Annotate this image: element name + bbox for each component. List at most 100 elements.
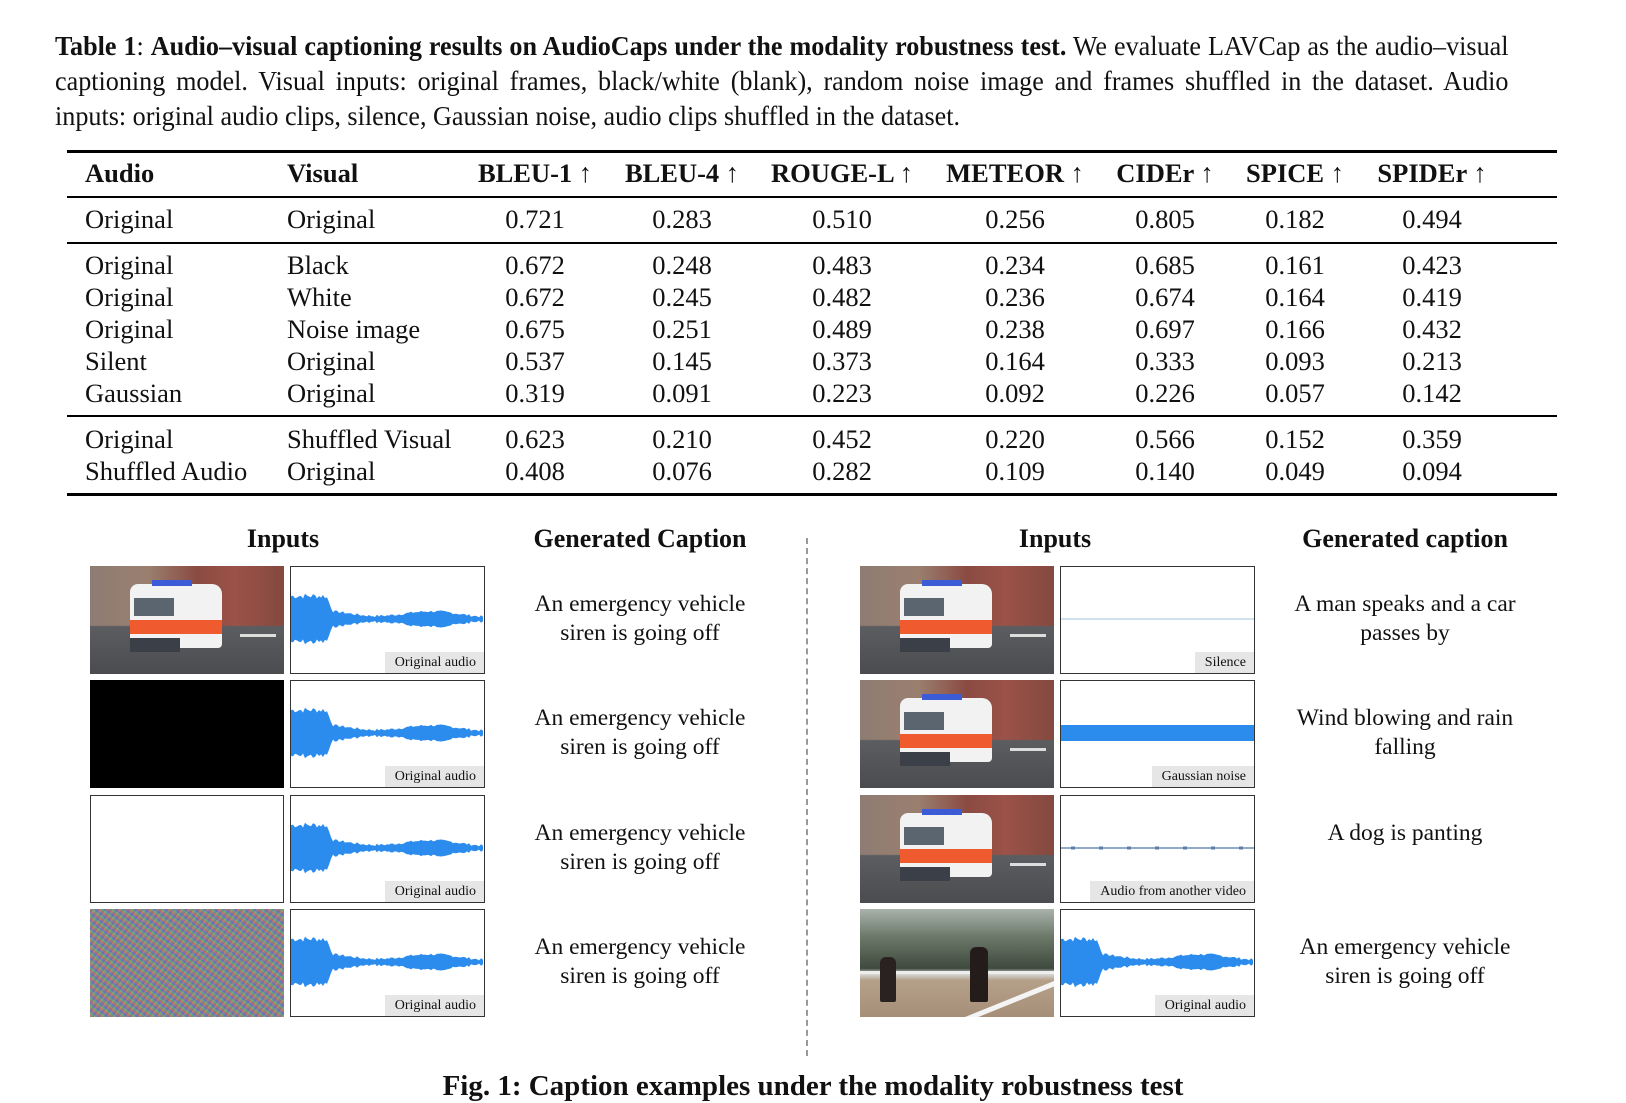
horse-rider <box>970 947 988 1002</box>
generated-caption: A man speaks and a car passes by <box>1294 591 1516 646</box>
ambulance-windshield <box>904 598 944 616</box>
table-bottom-rule <box>67 493 1557 496</box>
cell-bleu4: 0.210 <box>652 424 712 454</box>
ambulance-body <box>900 584 992 648</box>
cell-rougel: 0.282 <box>812 456 872 486</box>
cell-cider: 0.674 <box>1135 282 1195 312</box>
cell-bleu4: 0.076 <box>652 456 712 486</box>
ambulance-frame <box>860 566 1054 674</box>
road-marking <box>1010 634 1046 637</box>
cell-meteor: 0.256 <box>985 204 1045 234</box>
caption-title: Audio–visual captioning results on Audio… <box>150 30 1067 61</box>
ambulance-stripe <box>900 620 992 634</box>
cell-bleu4: 0.248 <box>652 250 712 280</box>
ambulance-frame <box>860 680 1054 788</box>
ambulance-lightbar <box>922 694 962 700</box>
ambulance-lightbar <box>152 580 192 586</box>
ambulance-body <box>900 813 992 877</box>
noise-frame <box>90 909 284 1017</box>
cell-cider: 0.685 <box>1135 250 1195 280</box>
cell-visual: Original <box>287 346 376 376</box>
header-visual: Visual <box>287 158 359 188</box>
cell-meteor: 0.092 <box>985 378 1045 408</box>
cell-spice: 0.164 <box>1265 282 1325 312</box>
audio-waveform-panel: Audio from another video <box>1060 795 1255 903</box>
cell-bleu1: 0.721 <box>505 204 565 234</box>
cell-spider: 0.142 <box>1402 378 1462 408</box>
generated-caption: An emergency vehicle siren is going off <box>1299 934 1511 989</box>
cell-spider: 0.432 <box>1402 314 1462 344</box>
cell-audio: Silent <box>85 346 147 376</box>
ambulance-bumper <box>130 638 180 652</box>
audio-label: Original audio <box>384 652 484 673</box>
cell-rougel: 0.489 <box>812 314 872 344</box>
cell-spice: 0.152 <box>1265 424 1325 454</box>
cell-audio: Shuffled Audio <box>85 456 248 486</box>
generated-caption: An emergency vehicle siren is going off <box>534 934 746 989</box>
generated-caption: An emergency vehicle siren is going off <box>534 820 746 875</box>
cell-visual: White <box>287 282 352 312</box>
header-meteor: METEOR ↑ <box>946 158 1084 188</box>
cell-visual: Original <box>287 204 376 234</box>
ambulance-lightbar <box>922 809 962 815</box>
audio-waveform-panel: Original audio <box>290 680 485 788</box>
figure-caption: Fig. 1: Caption examples under the modal… <box>442 1070 1184 1102</box>
fence-rail <box>860 971 1054 974</box>
ambulance-windshield <box>904 712 944 730</box>
cell-visual: Black <box>287 250 349 280</box>
generated-caption: A dog is panting <box>1327 820 1483 846</box>
waveform-silence <box>1061 618 1254 620</box>
cell-bleu4: 0.245 <box>652 282 712 312</box>
cell-visual: Original <box>287 378 376 408</box>
cell-cider: 0.805 <box>1135 204 1195 234</box>
cell-spider: 0.359 <box>1402 424 1462 454</box>
waveform-blip <box>1071 846 1075 850</box>
figure-divider <box>806 538 808 1056</box>
table-row: Original Shuffled Visual 0.623 0.210 0.452 0.… <box>67 424 1557 456</box>
ambulance-stripe <box>900 849 992 863</box>
audio-label: Gaussian noise <box>1151 766 1254 787</box>
road-marking <box>240 634 276 637</box>
cell-audio: Original <box>85 204 174 234</box>
waveform-blip <box>1239 846 1243 850</box>
cell-meteor: 0.238 <box>985 314 1045 344</box>
audio-waveform-panel: Original audio <box>290 909 485 1017</box>
cell-bleu1: 0.537 <box>505 346 565 376</box>
cell-meteor: 0.220 <box>985 424 1045 454</box>
cell-cider: 0.226 <box>1135 378 1195 408</box>
audio-label: Original audio <box>384 995 484 1016</box>
table-row: Original Original 0.721 0.283 0.510 0.256 0.80… <box>67 204 1557 236</box>
audio-waveform-panel: Original audio <box>1060 909 1255 1017</box>
cell-bleu1: 0.675 <box>505 314 565 344</box>
header-cider: CIDEr ↑ <box>1116 158 1214 188</box>
waveform-blip <box>1183 846 1187 850</box>
cell-rougel: 0.452 <box>812 424 872 454</box>
waveform-envelope <box>291 707 483 759</box>
cell-rougel: 0.373 <box>812 346 872 376</box>
cell-spider: 0.213 <box>1402 346 1462 376</box>
ambulance-bumper <box>900 752 950 766</box>
cell-cider: 0.566 <box>1135 424 1195 454</box>
cell-spice: 0.049 <box>1265 456 1325 486</box>
left-inputs-heading: Inputs <box>246 524 320 553</box>
generated-caption: An emergency vehicle siren is going off <box>534 591 746 646</box>
cell-rougel: 0.482 <box>812 282 872 312</box>
header-spider: SPIDEr ↑ <box>1377 158 1487 188</box>
cell-bleu1: 0.408 <box>505 456 565 486</box>
cell-meteor: 0.164 <box>985 346 1045 376</box>
fence-rail-front <box>953 972 1054 1017</box>
waveform-blip <box>1099 846 1103 850</box>
table-group-rule-2 <box>67 415 1557 417</box>
table-row: Shuffled Audio Original 0.408 0.076 0.282 0.1… <box>67 456 1557 488</box>
cell-meteor: 0.234 <box>985 250 1045 280</box>
waveform-gaussian <box>1061 725 1254 741</box>
cell-spider: 0.423 <box>1402 250 1462 280</box>
right-caption-heading: Generated caption <box>1302 524 1508 553</box>
ambulance-frame <box>860 795 1054 903</box>
cell-cider: 0.697 <box>1135 314 1195 344</box>
audio-label: Original audio <box>384 766 484 787</box>
table-group-rule-1 <box>67 242 1557 244</box>
cell-spider: 0.419 <box>1402 282 1462 312</box>
cell-meteor: 0.236 <box>985 282 1045 312</box>
cell-audio: Gaussian <box>85 378 183 408</box>
